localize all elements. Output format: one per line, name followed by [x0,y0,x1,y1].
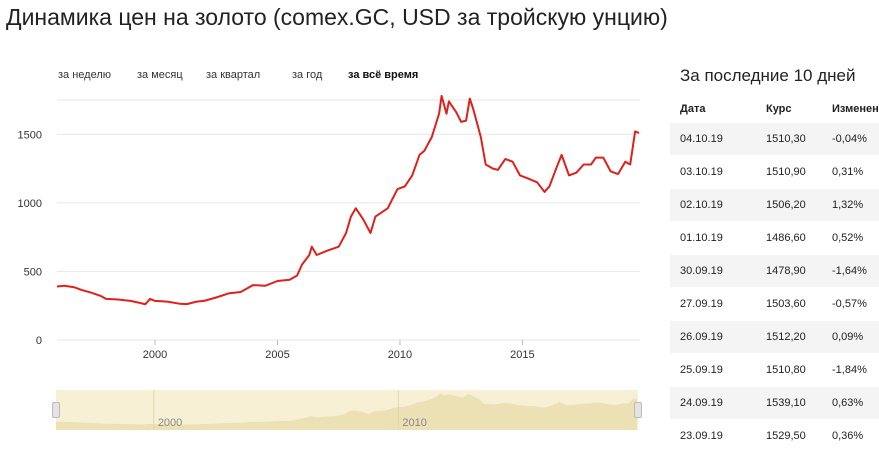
x-tick-label: 2010 [388,349,412,361]
y-axis-ticks: 0 500 1000 1500 [18,129,42,347]
row-rate: 1478,90 [766,255,832,288]
row-change: 0,09% [832,321,879,354]
x-tick-label: 2015 [510,349,534,361]
row-change: -1,84% [832,354,879,387]
row-rate: 1506,20 [766,189,832,222]
navigator-left-handle[interactable] [52,402,60,418]
row-change: 1,32% [832,189,879,222]
x-axis-ticks: 2000 2005 2010 2015 [143,340,535,361]
table-row: 02.10.19 1506,20 1,32% [670,189,879,222]
page-title: Динамика цен на золото (comex.GC, USD за… [6,4,668,31]
column-header-rate: Курс [766,96,832,123]
row-rate: 1539,10 [766,387,832,420]
row-rate: 1503,60 [766,288,832,321]
column-header-change: Изменение [832,96,879,123]
column-header-date: Дата [670,96,766,123]
table-row: 03.10.19 1510,90 0,31% [670,156,879,189]
navigator-right-handle[interactable] [634,402,642,418]
navigator-tick-label: 2000 [158,417,182,429]
row-change: 0,63% [832,387,879,420]
table-row: 04.10.19 1510,30 -0,04% [670,123,879,156]
row-change: -0,04% [832,123,879,156]
tab-all-time[interactable]: за всё время [348,69,418,81]
row-change: 0,36% [832,420,879,452]
y-tick-label: 500 [24,266,42,278]
row-date: 23.09.19 [670,420,766,452]
price-series-line [57,96,639,304]
navigator-chart: 2000 2010 [56,390,638,430]
row-date: 30.09.19 [670,255,766,288]
row-rate: 1512,20 [766,321,832,354]
table-row: 24.09.19 1539,10 0,63% [670,387,879,420]
row-rate: 1510,80 [766,354,832,387]
tab-quarter[interactable]: за квартал [206,69,260,81]
y-tick-label: 1000 [18,198,42,210]
row-change: -0,57% [832,288,879,321]
row-date: 04.10.19 [670,123,766,156]
tab-month[interactable]: за месяц [137,69,183,81]
y-tick-label: 0 [36,335,42,347]
range-navigator[interactable]: 2000 2010 [56,390,638,430]
x-tick-label: 2005 [265,349,289,361]
table-row: 23.09.19 1529,50 0,36% [670,420,879,452]
row-change: 0,52% [832,222,879,255]
row-rate: 1486,60 [766,222,832,255]
row-change: 0,31% [832,156,879,189]
row-date: 24.09.19 [670,387,766,420]
row-date: 27.09.19 [670,288,766,321]
tab-year[interactable]: за год [292,69,322,81]
tab-week[interactable]: за неделю [58,69,111,81]
rates-table: Дата Курс Изменение 04.10.19 1510,30 -0,… [670,96,879,452]
side-panel-title: За последние 10 дней [680,66,855,86]
table-row: 01.10.19 1486,60 0,52% [670,222,879,255]
row-date: 01.10.19 [670,222,766,255]
row-date: 25.09.19 [670,354,766,387]
row-date: 02.10.19 [670,189,766,222]
x-tick-label: 2000 [143,349,167,361]
row-rate: 1529,50 [766,420,832,452]
table-row: 30.09.19 1478,90 -1,64% [670,255,879,288]
row-rate: 1510,90 [766,156,832,189]
row-rate: 1510,30 [766,123,832,156]
row-date: 26.09.19 [670,321,766,354]
y-tick-label: 1500 [18,129,42,141]
row-change: -1,64% [832,255,879,288]
table-row: 26.09.19 1512,20 0,09% [670,321,879,354]
table-row: 27.09.19 1503,60 -0,57% [670,288,879,321]
price-chart: 0 500 1000 1500 2000 2005 2010 2015 [0,92,660,367]
navigator-tick-label: 2010 [402,417,426,429]
table-row: 25.09.19 1510,80 -1,84% [670,354,879,387]
row-date: 03.10.19 [670,156,766,189]
table-header-row: Дата Курс Изменение [670,96,879,123]
